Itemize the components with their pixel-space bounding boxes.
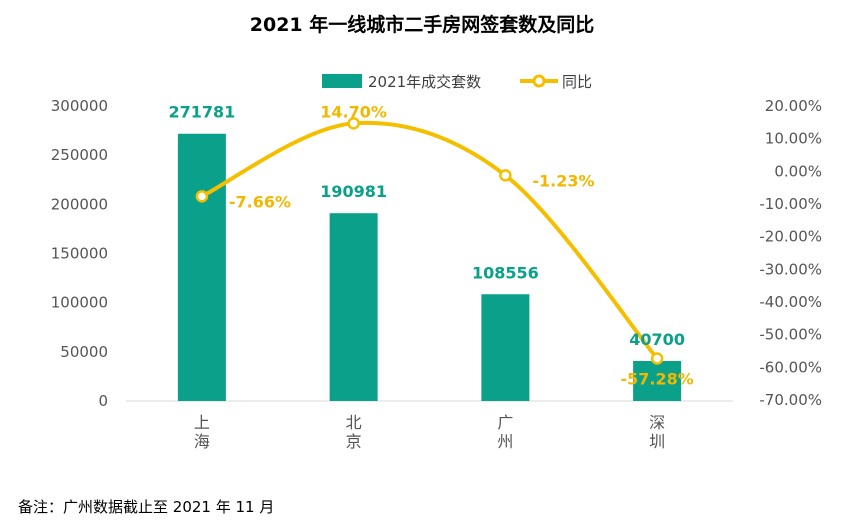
data-labels: 271781 190981 108556 40700 -7.66% 14.70% -1.23… [168, 102, 693, 388]
right-axis-tick-label: -60.00% [759, 358, 822, 376]
bar-value-label: 271781 [168, 103, 235, 122]
left-axis-tick-label: 300000 [51, 97, 108, 115]
bar [633, 360, 682, 401]
left-axis-tick-label: 200000 [51, 195, 108, 213]
yoy-line-layer [195, 117, 664, 365]
bars [177, 133, 682, 401]
yoy-point [347, 117, 360, 130]
left-axis-tick-label: 0 [98, 392, 108, 410]
legend-bar-swatch [322, 74, 362, 88]
right-axis-tick-label: 10.00% [765, 130, 822, 148]
left-axis-tick-label: 50000 [60, 343, 108, 361]
right-axis-tick-label: 20.00% [765, 97, 822, 115]
category-label: 深圳 [649, 413, 665, 451]
yoy-value-label: -57.28% [620, 369, 693, 388]
right-axis-tick-label: -50.00% [759, 326, 822, 344]
bar [481, 294, 530, 401]
right-axis-tick-label: -10.00% [759, 195, 822, 213]
legend-line-label: 同比 [562, 73, 592, 91]
left-axis-tick-label: 100000 [51, 294, 108, 312]
bar [177, 133, 226, 401]
left-axis-tick-label: 150000 [51, 245, 108, 263]
right-axis-tick-label: -40.00% [759, 293, 822, 311]
axes: 0 50000 100000 150000 200000 250000 300000 20.0… [51, 97, 822, 451]
category-label: 广州 [497, 413, 513, 451]
bar [329, 213, 378, 401]
right-axis-tick-label: -30.00% [759, 260, 822, 278]
footnote: 备注：广州数据截止至 2021 年 11 月 [18, 498, 275, 516]
category-label: 上海 [194, 413, 210, 451]
legend-line-marker [532, 74, 546, 88]
yoy-line [199, 120, 660, 361]
yoy-value-label: -7.66% [229, 192, 291, 211]
right-axis-tick-label: -70.00% [759, 391, 822, 409]
bar-value-label: 40700 [629, 330, 685, 349]
left-axis-tick-label: 250000 [51, 146, 108, 164]
yoy-value-label: 14.70% [320, 102, 387, 121]
yoy-point [650, 352, 664, 365]
yoy-value-label: -1.23% [532, 171, 594, 190]
bar-value-label: 108556 [472, 263, 539, 282]
chart-title: 2021 年一线城市二手房网签套数及同比 [250, 13, 595, 36]
bar-value-label: 190981 [320, 182, 387, 201]
legend-bar-label: 2021年成交套数 [368, 73, 481, 91]
right-axis-tick-label: 0.00% [774, 162, 822, 180]
yoy-point [499, 169, 512, 182]
yoy-point [195, 190, 209, 203]
legend: 2021年成交套数 同比 [322, 73, 592, 91]
category-label: 北京 [346, 413, 362, 451]
right-axis-tick-label: -20.00% [759, 228, 822, 246]
